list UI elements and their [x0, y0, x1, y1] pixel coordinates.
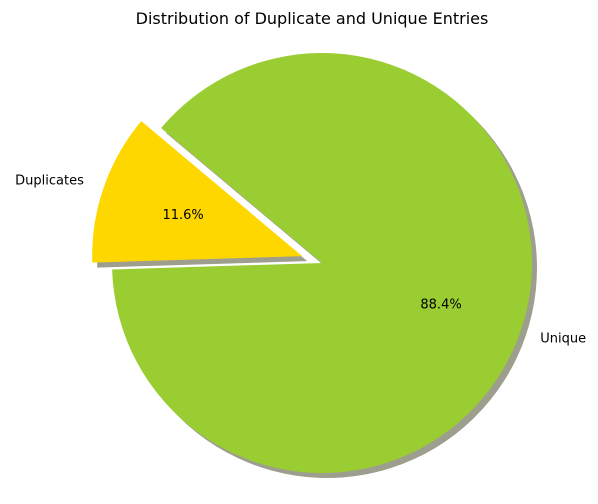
chart-title: Distribution of Duplicate and Unique Ent… [136, 9, 489, 28]
slice-labels: Duplicates 11.6% Unique 88.4% [15, 173, 586, 346]
slice-unique [112, 52, 533, 473]
slices [92, 52, 533, 473]
slice-label-duplicates: Duplicates [15, 173, 84, 188]
slice-percent-unique: 88.4% [420, 297, 461, 312]
slice-label-unique: Unique [540, 332, 586, 347]
slice-percent-duplicates: 11.6% [162, 208, 203, 223]
slice-duplicates [92, 121, 303, 263]
